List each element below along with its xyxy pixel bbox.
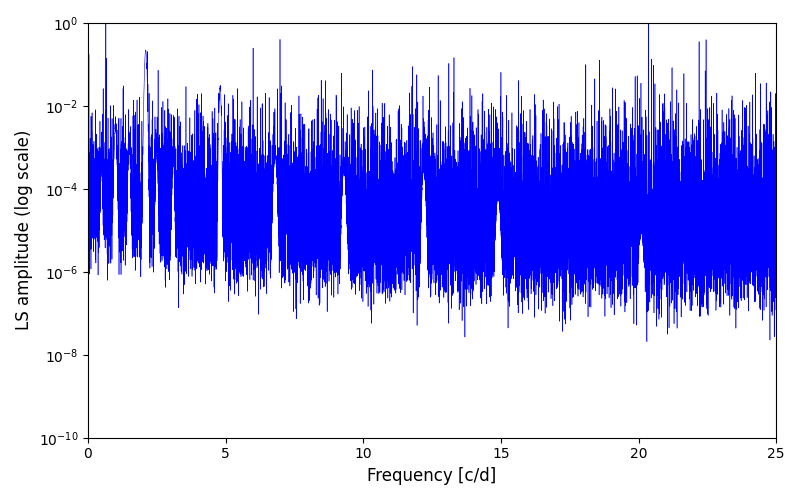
Y-axis label: LS amplitude (log scale): LS amplitude (log scale) <box>15 130 33 330</box>
X-axis label: Frequency [c/d]: Frequency [c/d] <box>367 467 497 485</box>
